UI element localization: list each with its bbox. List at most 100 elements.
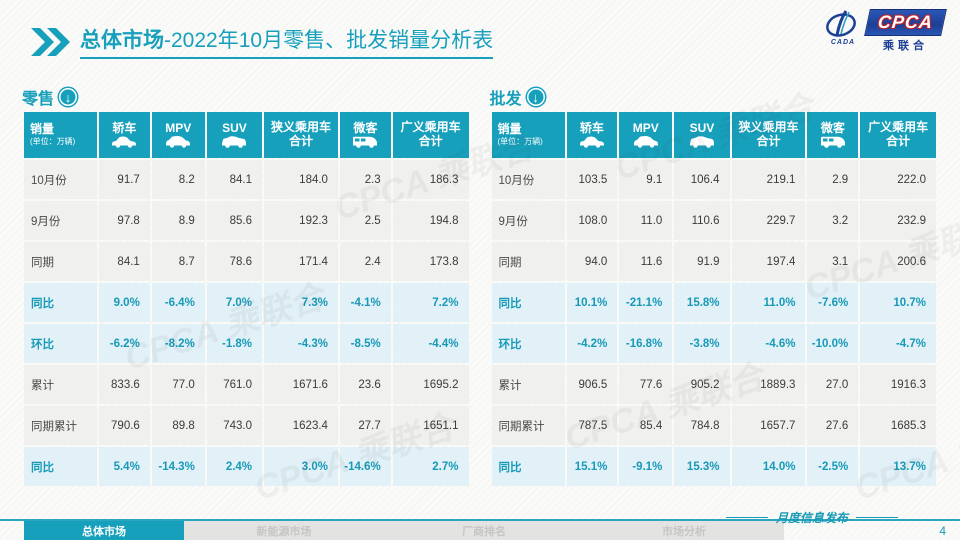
header-col-6: 广义乘用车 合计 (860, 112, 936, 158)
table-row: 同比 9.0% -6.4% 7.0% 7.3% -4.1% 7.2% (24, 283, 469, 322)
cada-label: CADA (830, 39, 856, 46)
cell-value: 1623.4 (264, 406, 338, 445)
row-label: 同比 (491, 283, 565, 322)
suv-icon (207, 136, 262, 149)
footer-tab-3[interactable]: 厂商排名 (384, 521, 584, 540)
footer-tab-2[interactable]: 新能源市场 (184, 521, 384, 540)
header-col-2: MPV (619, 112, 673, 158)
cell-value: -1.8% (206, 324, 263, 363)
cell-value: 10.1% (566, 283, 618, 322)
minivan-icon (807, 136, 858, 149)
table-row: 同比 15.1% -9.1% 15.3% 14.0% -2.5% 13.7% (491, 447, 936, 486)
cell-value: -2.5% (807, 447, 859, 486)
table-row: 9月份 108.0 11.0 110.6 229.7 3.2 232.9 (491, 201, 936, 240)
cada-emblem-icon: CADA (823, 9, 863, 46)
cell-value: -14.6% (339, 447, 391, 486)
footer-note-text: 月度信息发布 (775, 511, 848, 525)
cell-value: -7.6% (807, 283, 859, 322)
panel-title-wholesale: 批发 ↓ (490, 86, 939, 108)
cell-value: 8.2 (151, 160, 205, 199)
table-row: 同期累计 790.6 89.8 743.0 1623.4 27.7 1651.1 (24, 406, 469, 445)
footer-tab-1[interactable]: 总体市场 (24, 521, 184, 540)
cell-value: 1651.1 (392, 406, 469, 445)
cell-value: 84.1 (99, 242, 150, 281)
cell-value: 8.9 (151, 201, 205, 240)
table-row: 同期 94.0 11.6 91.9 197.4 3.1 200.6 (491, 242, 936, 281)
panel-title-retail: 零售 ↓ (22, 86, 471, 108)
header-col-5: 微客 (339, 112, 391, 158)
cell-value: 84.1 (206, 160, 263, 199)
cell-value: 2.5 (339, 201, 391, 240)
header-col-4: 狭义乘用车 合计 (264, 112, 338, 158)
cell-value: 229.7 (731, 201, 806, 240)
cell-value: -14.3% (151, 447, 205, 486)
suv-icon (674, 136, 729, 149)
table-row: 环比 -6.2% -8.2% -1.8% -4.3% -8.5% -4.4% (24, 324, 469, 363)
row-label: 同比 (491, 447, 565, 486)
cell-value: -4.3% (264, 324, 338, 363)
cell-value: -10.0% (807, 324, 859, 363)
cell-value: 743.0 (206, 406, 263, 445)
row-label: 9月份 (491, 201, 565, 240)
header-col-6: 广义乘用车 合计 (392, 112, 469, 158)
cell-value: 2.4% (206, 447, 263, 486)
header-col-2: MPV (151, 112, 205, 158)
sedan-icon (567, 136, 618, 149)
row-label: 同期累计 (24, 406, 98, 445)
cell-value: 27.0 (807, 365, 859, 404)
circle-down-arrow-icon: ↓ (526, 88, 545, 106)
page-title-main: 总体市场 (80, 29, 164, 52)
cell-value: 3.1 (807, 242, 859, 281)
cell-value: 23.6 (339, 365, 391, 404)
footer-tab-4[interactable]: 市场分析 (584, 521, 784, 540)
cpca-wordmark: CPCA 乘联合 (864, 9, 947, 53)
row-label: 同期 (24, 242, 98, 281)
cell-value: 7.3% (264, 283, 338, 322)
mpv-icon (619, 136, 672, 149)
cell-value: 1685.3 (860, 406, 936, 445)
cell-value: 2.9 (807, 160, 859, 199)
panel-title-label: 零售 (22, 91, 55, 108)
cell-value: 14.0% (731, 447, 806, 486)
cell-value: 186.3 (392, 160, 469, 199)
cell-value: 1671.6 (264, 365, 338, 404)
circle-down-arrow-icon: ↓ (59, 88, 78, 106)
cell-value: 197.4 (731, 242, 806, 281)
double-right-chevron-icon (31, 27, 70, 56)
cell-value: 1916.3 (860, 365, 936, 404)
cell-value: 13.7% (860, 447, 936, 486)
cell-value: -6.2% (99, 324, 150, 363)
cell-value: 906.5 (566, 365, 618, 404)
header-col-1: 轿车 (99, 112, 150, 158)
cell-value: 11.0 (619, 201, 673, 240)
cell-value: 3.0% (264, 447, 338, 486)
cell-value: 192.3 (264, 201, 338, 240)
panel-retail: 零售 ↓ 销量 (单位：万辆) 轿车 MPV SUV 狭义乘用车 合计 微客 广义乘用车 合计 10月份… (22, 86, 471, 488)
row-label: 累计 (491, 365, 565, 404)
cell-value: -9.1% (619, 447, 673, 486)
cell-value: -4.1% (339, 283, 391, 322)
cell-value: 108.0 (566, 201, 618, 240)
header-col-5: 微客 (807, 112, 859, 158)
cell-value: 94.0 (566, 242, 618, 281)
wholesale-table: 销量 (单位：万辆) 轿车 MPV SUV 狭义乘用车 合计 微客 广义乘用车 合计 10月份 103… (490, 110, 939, 488)
cada-ellipse-icon (826, 10, 856, 37)
minivan-icon (340, 136, 391, 149)
cell-value: 106.4 (674, 160, 730, 199)
cell-value: 1657.7 (731, 406, 806, 445)
cell-value: 1695.2 (392, 365, 469, 404)
cell-value: 11.6 (619, 242, 673, 281)
cpca-label: CPCA (876, 12, 935, 32)
cpca-badge: CPCA (864, 9, 947, 36)
table-row: 同期累计 787.5 85.4 784.8 1657.7 27.6 1685.3 (491, 406, 936, 445)
table-row: 10月份 91.7 8.2 84.1 184.0 2.3 186.3 (24, 160, 469, 199)
cell-value: 1889.3 (731, 365, 806, 404)
tables-row: 零售 ↓ 销量 (单位：万辆) 轿车 MPV SUV 狭义乘用车 合计 微客 广义乘用车 合计 10月份… (22, 86, 938, 488)
row-label: 同期累计 (491, 406, 565, 445)
header-col-4: 狭义乘用车 合计 (731, 112, 806, 158)
row-label: 9月份 (24, 201, 98, 240)
cell-value: 27.7 (339, 406, 391, 445)
page-title: 总体市场-2022年10月零售、批发销量分析表 (80, 24, 494, 59)
cell-value: 3.2 (807, 201, 859, 240)
cell-value: 194.8 (392, 201, 469, 240)
